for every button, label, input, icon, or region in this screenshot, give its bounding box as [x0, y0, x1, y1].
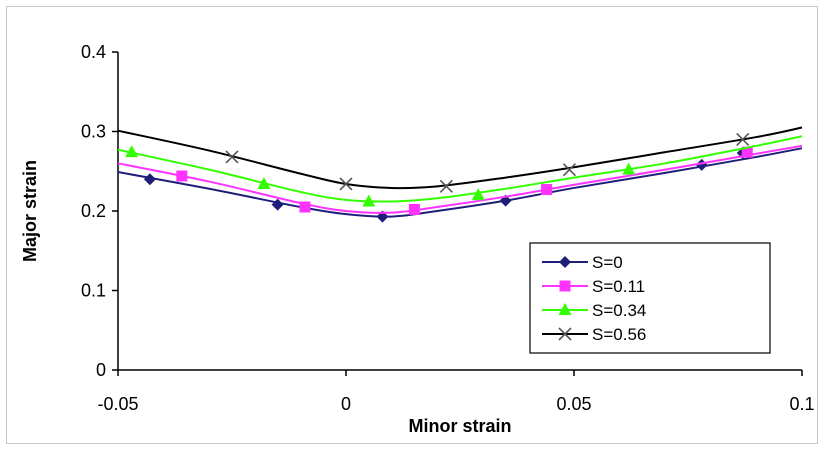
series-line: [117, 147, 803, 218]
x-tick-label: 0.1: [789, 394, 814, 414]
legend-label: S=0: [592, 253, 623, 272]
data-point: [622, 162, 636, 175]
series-3: [117, 126, 803, 193]
data-point: [125, 145, 139, 158]
data-point: [362, 194, 376, 207]
data-point: [225, 150, 239, 164]
data-point: [471, 188, 485, 201]
series-line: [117, 126, 803, 190]
marker-stroke: [558, 327, 572, 341]
legend-marker: [558, 303, 572, 315]
legend-marker: [559, 256, 571, 268]
legend-entry: S=0: [542, 253, 623, 272]
legend-marker: [558, 327, 572, 341]
data-point: [271, 198, 284, 211]
series-1: [117, 144, 803, 215]
chart-legend: S=0 S=0.11 S=0.34 S=0.56: [529, 242, 771, 354]
data-point: [741, 146, 753, 158]
legend-label: S=0.56: [592, 325, 646, 344]
x-tick-label: 0.05: [556, 394, 591, 414]
marker-stroke: [736, 132, 750, 147]
x-axis-title: Minor strain: [408, 416, 511, 436]
legend-label: S=0.11: [592, 277, 645, 296]
y-tick-label: 0.3: [81, 122, 106, 142]
marker-stroke: [562, 163, 577, 177]
series-2: [117, 135, 803, 207]
y-axis-title: Major strain: [20, 160, 40, 262]
y-tick-label: 0: [96, 360, 106, 380]
x-tick-label: 0: [341, 394, 351, 414]
data-point: [257, 176, 271, 189]
y-tick-label: 0.1: [81, 281, 106, 301]
legend-entry: S=0.56: [542, 325, 646, 344]
series-line: [117, 144, 803, 214]
marker-stroke: [439, 179, 453, 193]
data-point: [408, 203, 420, 215]
data-point: [562, 163, 577, 177]
marker-stroke: [225, 150, 239, 164]
data-point: [439, 179, 453, 193]
legend-marker: [559, 280, 571, 292]
legend-label: S=0.34: [592, 301, 646, 320]
y-tick-label: 0.2: [81, 201, 106, 221]
data-point: [339, 177, 353, 191]
data-point: [143, 173, 156, 186]
x-tick-label: -0.05: [97, 394, 138, 414]
data-point: [541, 184, 553, 196]
chart-frame: [6, 6, 818, 444]
chart-axes: 0 0.1 0.2 0.3 0.4 -0.05 0 0.05 0.1: [81, 42, 815, 414]
y-tick-label: 0.4: [81, 42, 106, 62]
legend-entry: S=0.11: [542, 277, 645, 296]
plot-area: [117, 126, 803, 223]
marker-stroke: [339, 177, 353, 191]
data-point: [176, 170, 188, 182]
series-line: [117, 135, 803, 203]
data-point: [736, 132, 750, 147]
data-point: [299, 201, 311, 213]
legend-entry: S=0.34: [542, 301, 646, 320]
